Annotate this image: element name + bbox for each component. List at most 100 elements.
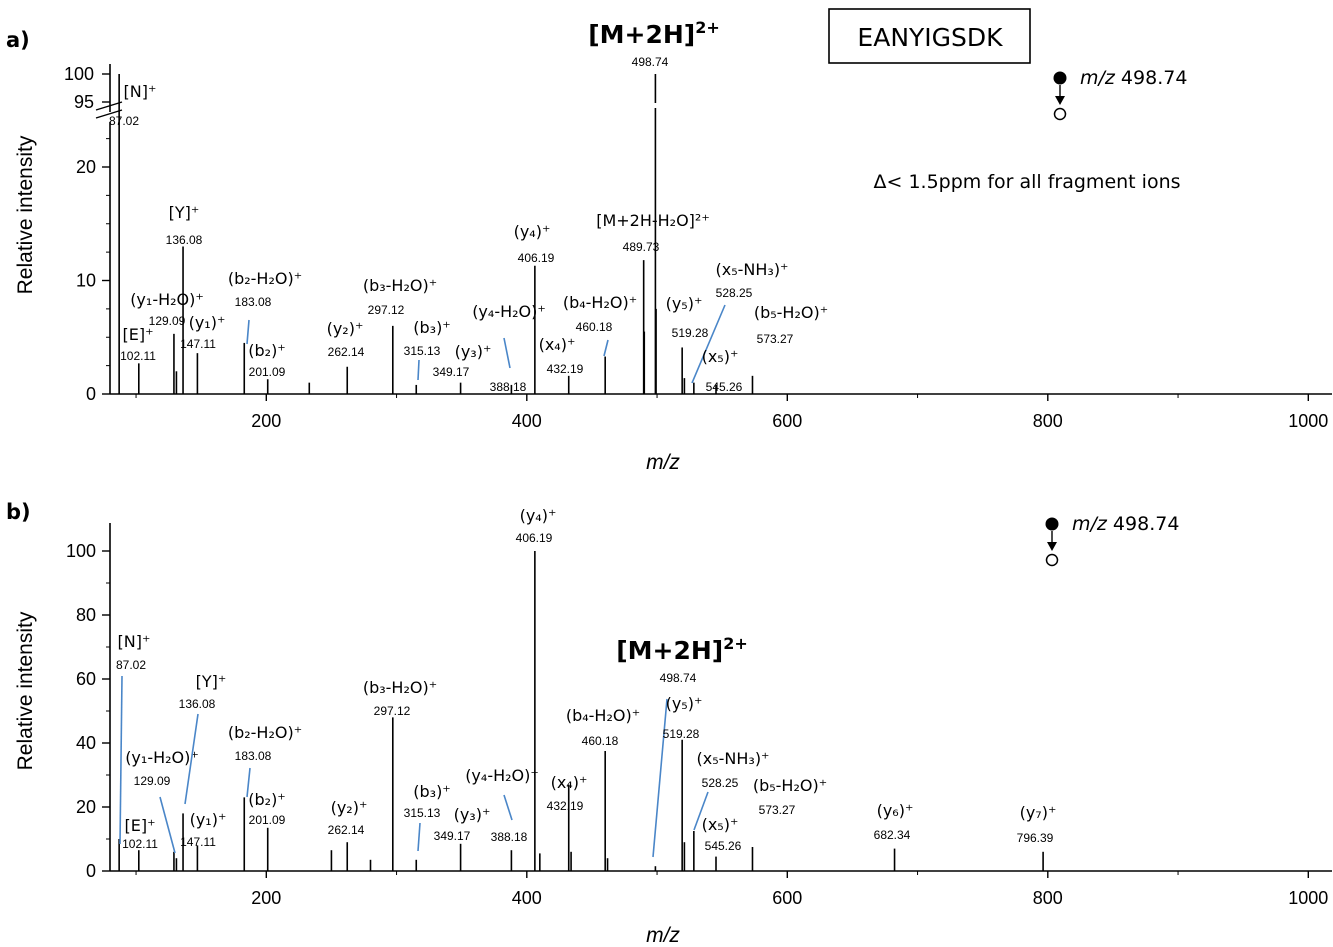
- x-tick-label: 200: [251, 411, 281, 431]
- mz-value: 489.73: [623, 240, 660, 254]
- mz-value: 406.19: [516, 531, 553, 545]
- ion-label: (x₄)⁺: [539, 335, 576, 354]
- ion-label: (b₂)⁺: [248, 341, 286, 360]
- ion-label: (y₁-H₂O)⁺: [125, 748, 199, 767]
- mz-value: 297.12: [374, 704, 411, 718]
- mz-value: 682.34: [874, 828, 911, 842]
- precursor-mz: 498.74: [632, 55, 669, 69]
- y-tick-label: 95: [74, 92, 94, 112]
- y-tick-label: 20: [76, 797, 96, 817]
- ion-label: [N]⁺: [118, 632, 151, 651]
- ion-label: (b₄-H₂O)⁺: [566, 706, 640, 725]
- y-tick-label: 60: [76, 669, 96, 689]
- mz-value: 460.18: [576, 320, 613, 334]
- x-tick-label: 1000: [1288, 888, 1328, 908]
- mz-value: 87.02: [109, 114, 139, 128]
- ion-label: (y₅)⁺: [666, 294, 703, 313]
- ion-label: (y₂)⁺: [331, 798, 368, 817]
- ion-label: (b₃-H₂O)⁺: [363, 276, 437, 295]
- mz-value: 315.13: [404, 344, 441, 358]
- mz-value: 262.14: [328, 345, 365, 359]
- leader-line: [119, 675, 123, 845]
- leader-line: [184, 713, 199, 805]
- ion-label: (b₅-H₂O)⁺: [753, 776, 827, 795]
- x-tick-label: 400: [512, 888, 542, 908]
- ion-label: (b₃)⁺: [413, 318, 451, 337]
- open-ion-icon: [1053, 107, 1067, 121]
- ion-label: (b₅-H₂O)⁺: [754, 303, 828, 322]
- y-tick-label: 10: [76, 271, 96, 291]
- ion-label: (y₇)⁺: [1020, 803, 1057, 822]
- leader-line: [417, 359, 420, 381]
- mz-value: 183.08: [235, 749, 272, 763]
- x-tick-label: 1000: [1288, 411, 1328, 431]
- mz-value: 102.11: [122, 837, 158, 851]
- ion-label: (x₅-NH₃)⁺: [697, 749, 770, 768]
- axis-break-mark: [95, 101, 123, 111]
- mz-value: 297.12: [368, 303, 405, 317]
- ion-label: (b₂-H₂O)⁺: [228, 269, 302, 288]
- leader-line: [693, 791, 709, 831]
- mz-value: 388.18: [490, 380, 527, 394]
- leader-line: [159, 796, 176, 854]
- ion-label: (x₅-NH₃)⁺: [716, 260, 789, 279]
- leader-line: [417, 822, 421, 852]
- y-axis-label: Relative intensity: [14, 135, 37, 294]
- mass-accuracy-note: Δ< 1.5ppm for all fragment ions: [873, 171, 1180, 193]
- x-tick-label: 600: [772, 888, 802, 908]
- sequence-box: [828, 8, 1031, 64]
- mz-value: 262.14: [328, 823, 365, 837]
- sequence-text: EANYIGSDK: [857, 23, 1003, 52]
- mz-value: 528.25: [716, 286, 753, 300]
- ion-label: (x₄)⁺: [551, 773, 588, 792]
- mz-value: 528.25: [702, 776, 739, 790]
- mz-value: 432.19: [547, 799, 584, 813]
- mz-value: 519.28: [663, 727, 700, 741]
- ion-label: (y₃)⁺: [455, 342, 492, 361]
- open-ion-icon: [1045, 553, 1059, 567]
- mz-value: 406.19: [518, 251, 555, 265]
- precursor-title: [M+2H]2+: [588, 18, 720, 49]
- ion-label: (b₂-H₂O)⁺: [228, 723, 302, 742]
- panel-b-label: b): [6, 500, 31, 524]
- mz-value: 315.13: [404, 806, 441, 820]
- y-tick-label: 20: [76, 157, 96, 177]
- ion-label: [Y]⁺: [196, 672, 227, 691]
- scheme-label: m/z 498.74: [1072, 513, 1179, 535]
- mz-value: 349.17: [433, 365, 470, 379]
- x-tick-label: 800: [1033, 411, 1063, 431]
- mz-value: 796.39: [1017, 831, 1054, 845]
- x-tick-label: 600: [772, 411, 802, 431]
- mz-value: 573.27: [757, 332, 794, 346]
- filled-ion-icon: [1045, 517, 1059, 531]
- mz-value: 388.18: [491, 830, 528, 844]
- filled-ion-icon: [1053, 71, 1067, 85]
- x-tick-label: 200: [251, 888, 281, 908]
- ion-label: (b₃)⁺: [413, 782, 451, 801]
- mz-value: 201.09: [249, 813, 286, 827]
- y-axis-label: Relative intensity: [14, 611, 37, 770]
- leader-line: [503, 337, 511, 369]
- leader-line: [246, 319, 250, 345]
- leader-line: [652, 698, 668, 858]
- ion-label: (y₁)⁺: [190, 810, 227, 829]
- peak-break-gap: [652, 103, 659, 108]
- y-tick-label: 100: [64, 64, 94, 84]
- ion-label: (y₅)⁺: [666, 694, 703, 713]
- leader-line: [603, 339, 609, 357]
- precursor-title: [M+2H]2+: [616, 634, 748, 665]
- panel-a-label: a): [6, 28, 30, 52]
- ion-label: [Y]⁺: [169, 203, 200, 222]
- ion-label: (y₄)⁺: [514, 222, 551, 241]
- x-axis-label: m/z: [646, 451, 680, 474]
- arrow-down-icon: [1055, 96, 1065, 105]
- ion-label: (y₄-H₂O)⁺: [465, 766, 539, 785]
- mz-value: 545.26: [706, 380, 743, 394]
- mz-value: 519.28: [672, 326, 709, 340]
- x-tick-label: 800: [1033, 888, 1063, 908]
- ion-label: (y₄)⁺: [520, 506, 557, 525]
- ion-label: (y₂)⁺: [327, 319, 364, 338]
- ion-label: [E]⁺: [122, 325, 153, 344]
- mz-value: 183.08: [235, 295, 272, 309]
